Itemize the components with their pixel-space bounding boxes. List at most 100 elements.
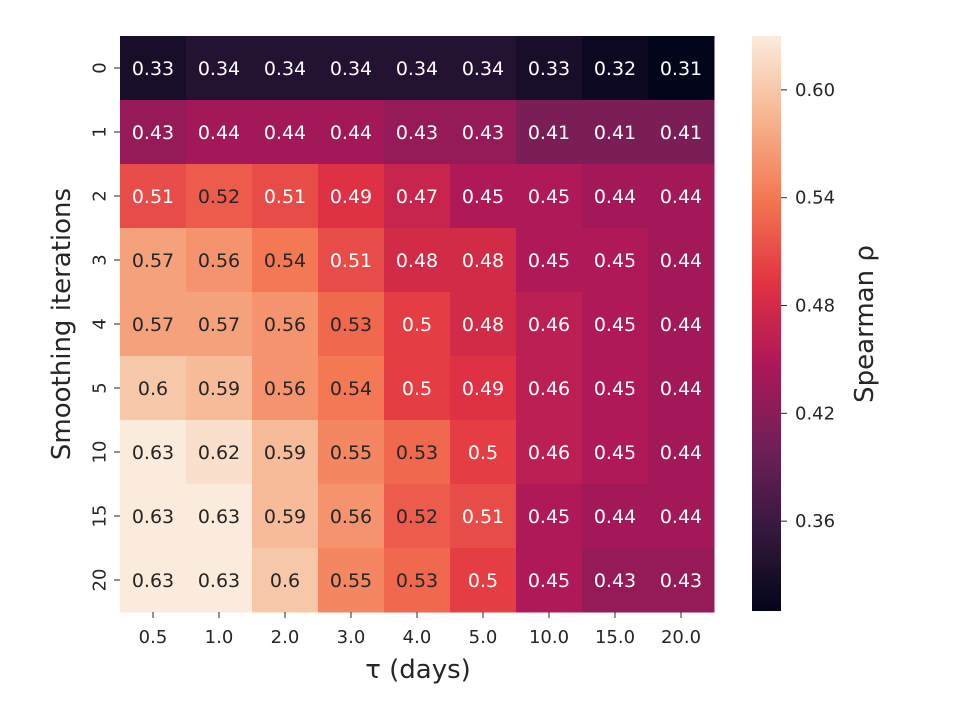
cell-value-label: 0.51: [462, 506, 504, 528]
cell-value-label: 0.43: [594, 570, 636, 592]
cell-value-label: 0.46: [528, 442, 570, 464]
cell-value-label: 0.45: [528, 506, 570, 528]
cell-value-label: 0.54: [330, 378, 372, 400]
cell-value-label: 0.56: [264, 378, 306, 400]
heatmap-cell: [384, 356, 451, 421]
heatmap-cell: [648, 356, 715, 421]
cell-value-label: 0.34: [330, 58, 372, 80]
cell-value-label: 0.44: [660, 314, 702, 336]
heatmap-cell: [318, 36, 385, 101]
x-tick-label: 20.0: [661, 627, 701, 648]
x-tick-label: 1.0: [205, 627, 234, 648]
heatmap-cell: [516, 420, 583, 485]
y-tick-label: 4: [90, 318, 111, 329]
cell-value-label: 0.56: [330, 506, 372, 528]
heatmap-cell: [582, 292, 649, 357]
heatmap-cell: [120, 164, 187, 229]
heatmap-cell: [318, 356, 385, 421]
cell-value-label: 0.45: [594, 442, 636, 464]
cell-value-label: 0.48: [462, 250, 504, 272]
cell-value-label: 0.5: [468, 570, 498, 592]
heatmap-cell: [450, 292, 517, 357]
heatmap-cell: [120, 356, 187, 421]
cell-value-label: 0.59: [264, 442, 306, 464]
heatmap-cell: [186, 36, 253, 101]
colorbar-tick-label: 0.54: [795, 188, 835, 209]
cell-value-label: 0.51: [132, 186, 174, 208]
heatmap-cell: [186, 356, 253, 421]
cell-value-label: 0.44: [660, 186, 702, 208]
y-tick-label: 5: [90, 382, 111, 393]
x-tick-label: 5.0: [469, 627, 498, 648]
cell-value-label: 0.51: [264, 186, 306, 208]
heatmap-cell: [516, 356, 583, 421]
heatmap-cell: [384, 36, 451, 101]
cell-value-label: 0.57: [132, 314, 174, 336]
cell-value-label: 0.6: [270, 570, 300, 592]
heatmap-cell: [384, 420, 451, 485]
heatmap-cell: [384, 228, 451, 293]
heatmap-cell: [318, 164, 385, 229]
heatmap-cell: [252, 484, 319, 549]
y-tick-labels: 0 1 2 3 4 5 10 15 20: [90, 62, 120, 592]
heatmap-cell: [186, 420, 253, 485]
heatmap-cell: [648, 292, 715, 357]
cell-value-label: 0.44: [594, 186, 636, 208]
heatmap-cell: [252, 100, 319, 165]
cell-value-label: 0.31: [660, 58, 702, 80]
colorbar: [752, 36, 781, 611]
cell-value-label: 0.44: [594, 506, 636, 528]
cell-value-label: 0.56: [198, 250, 240, 272]
cell-value-label: 0.59: [198, 378, 240, 400]
y-tick-label: 15: [90, 505, 111, 528]
heatmap-cell: [384, 292, 451, 357]
heatmap-cell: [648, 484, 715, 549]
colorbar-tick-label: 0.42: [795, 403, 835, 424]
cell-value-label: 0.57: [132, 250, 174, 272]
cell-value-label: 0.43: [660, 570, 702, 592]
heatmap-cell: [582, 484, 649, 549]
cell-value-label: 0.44: [660, 442, 702, 464]
cell-value-label: 0.57: [198, 314, 240, 336]
heatmap-cell: [120, 420, 187, 485]
cell-value-label: 0.63: [132, 506, 174, 528]
x-axis-label: τ (days): [365, 655, 471, 685]
cell-value-label: 0.49: [330, 186, 372, 208]
heatmap-cell: [252, 356, 319, 421]
heatmap-cell: [450, 164, 517, 229]
cell-value-label: 0.43: [132, 122, 174, 144]
y-tick-label: 10: [90, 441, 111, 464]
cell-value-label: 0.55: [330, 570, 372, 592]
heatmap-cell: [186, 228, 253, 293]
heatmap-cell: [384, 164, 451, 229]
heatmap-cell: [450, 420, 517, 485]
heatmap-cell: [516, 548, 583, 613]
heatmap-cell: [516, 228, 583, 293]
colorbar-tick-label: 0.60: [795, 80, 835, 101]
heatmap-cell: [186, 484, 253, 549]
heatmap-cell: [318, 100, 385, 165]
heatmap-cell: [516, 484, 583, 549]
cell-value-label: 0.6: [138, 378, 168, 400]
cell-value-label: 0.44: [660, 378, 702, 400]
cell-value-label: 0.44: [198, 122, 240, 144]
cell-value-label: 0.47: [396, 186, 438, 208]
cell-value-label: 0.34: [396, 58, 438, 80]
heatmap-cell: [582, 164, 649, 229]
heatmap-cell: [186, 100, 253, 165]
cell-value-label: 0.5: [402, 378, 432, 400]
heatmap-cell: [252, 36, 319, 101]
colorbar-label: Spearman ρ: [850, 245, 880, 403]
heatmap-cell: [252, 292, 319, 357]
heatmap-cell: [318, 548, 385, 613]
cell-value-label: 0.63: [132, 570, 174, 592]
heatmap-cell: [186, 548, 253, 613]
heatmap-cell: [384, 548, 451, 613]
heatmap-cell: [120, 228, 187, 293]
y-tick-label: 20: [90, 569, 111, 592]
cell-value-label: 0.52: [396, 506, 438, 528]
cell-value-label: 0.41: [594, 122, 636, 144]
heatmap-cell: [516, 36, 583, 101]
cell-value-label: 0.55: [330, 442, 372, 464]
